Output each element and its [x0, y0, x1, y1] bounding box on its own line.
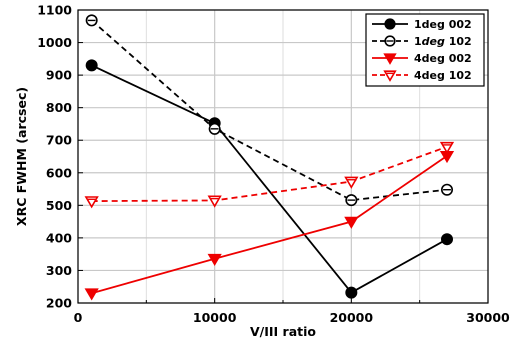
- x-tick-label: 10000: [193, 310, 237, 325]
- legend-entry: 1deg 002: [372, 18, 472, 31]
- legend-label-part: deg 102: [422, 69, 472, 82]
- series-line: [91, 155, 448, 295]
- y-tick-label: 300: [46, 263, 72, 278]
- y-tick-label: 1000: [37, 35, 72, 50]
- y-tick-label: 700: [46, 133, 72, 148]
- y-tick-label: 200: [46, 296, 72, 311]
- series-4deg-002: [84, 150, 455, 301]
- marker-triangle: [207, 253, 222, 267]
- legend-label-part: deg 002: [422, 52, 472, 65]
- marker-circle: [440, 233, 453, 246]
- legend-label-part: deg 002: [422, 18, 472, 31]
- marker-triangle: [344, 216, 359, 229]
- series-line: [91, 145, 448, 203]
- y-tick-label: 600: [46, 165, 72, 180]
- tick-labels: 0 10000 20000 30000 200 300 400 500 600 700 800 900…: [37, 3, 510, 326]
- legend-label-part: 4: [414, 52, 422, 65]
- legend-entry: 4deg 102: [372, 69, 472, 82]
- series-4deg-102: [84, 141, 455, 209]
- legend-label-part: 1: [414, 35, 422, 48]
- marker-circle: [85, 59, 98, 72]
- marker-circle: [384, 18, 396, 30]
- legend-label-part: 4: [414, 69, 422, 82]
- legend-entry: 4deg 002: [372, 52, 472, 65]
- y-tick-label: 500: [46, 198, 72, 213]
- y-tick-label: 900: [46, 68, 72, 83]
- legend-entry: 1deg 102: [372, 35, 472, 48]
- marker-circle: [345, 286, 358, 299]
- series-line: [91, 19, 448, 202]
- x-tick-label: 0: [74, 310, 83, 325]
- legend-label: 4deg 002: [414, 52, 472, 65]
- x-tick-label: 30000: [466, 310, 510, 325]
- y-axis-label: XRC FWHM (arcsec): [14, 87, 29, 226]
- legend-label-part: 102: [445, 35, 472, 48]
- series-line: [91, 64, 448, 294]
- legend-label-part: 1: [414, 18, 422, 31]
- y-tick-label: 400: [46, 230, 72, 245]
- marker-triangle: [383, 53, 397, 65]
- legend-label: 1deg 102: [414, 35, 472, 48]
- legend-label-part: deg: [422, 35, 445, 48]
- legend-label: 1deg 002: [414, 18, 472, 31]
- marker-triangle: [84, 288, 99, 301]
- series-1deg-002: [85, 59, 453, 299]
- legend-label: 4deg 102: [414, 69, 472, 82]
- series-1deg-102: [85, 14, 453, 207]
- x-axis-label: V/III ratio: [250, 324, 316, 339]
- y-tick-label: 800: [46, 100, 72, 115]
- x-tick-label: 20000: [330, 310, 374, 325]
- series-layer: [84, 14, 455, 301]
- y-tick-label: 1100: [37, 3, 72, 18]
